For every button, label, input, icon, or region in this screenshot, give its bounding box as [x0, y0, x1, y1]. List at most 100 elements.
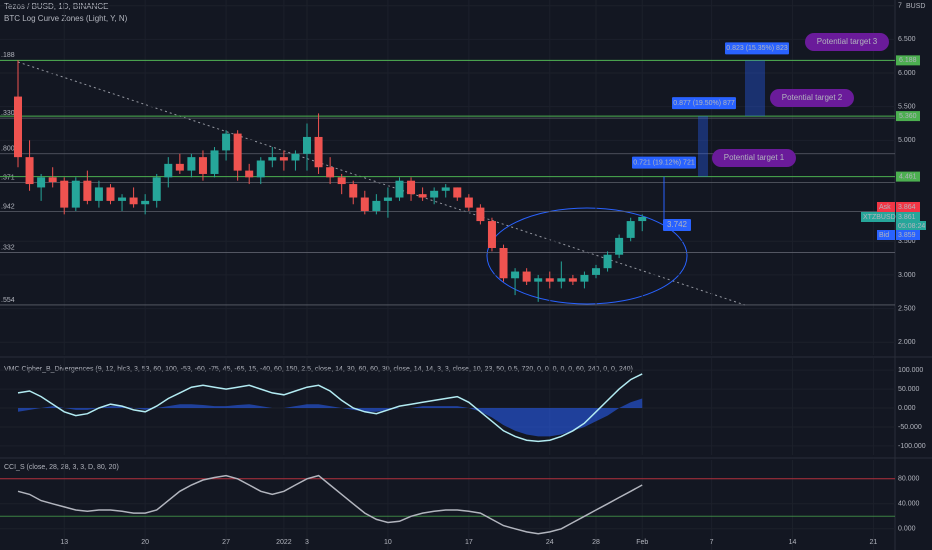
x-tick-label: 21: [870, 539, 878, 546]
target-bubble: [805, 33, 889, 51]
quote-name: Ask: [879, 204, 891, 211]
candle-body: [615, 237, 624, 255]
y-tick-label: 2.500: [898, 305, 916, 312]
chart-title: Tezos / BUSD, 1D, BINANCE: [4, 2, 108, 11]
candle-body: [14, 96, 22, 158]
level-badge: [896, 55, 920, 66]
x-tick-label: 28: [592, 539, 600, 546]
pattern-ellipse: [486, 207, 688, 305]
candle-body: [60, 180, 69, 208]
level-label: 5.360: [899, 113, 917, 120]
zone-label: .332: [1, 244, 15, 251]
x-tick-label: 20: [141, 539, 149, 546]
measure-label: 0.877 (19.50%) 877: [673, 100, 735, 107]
zone-label: .371: [1, 174, 15, 181]
y-tick-label: -50.000: [898, 424, 922, 431]
candle-body: [499, 247, 508, 279]
candle-body: [511, 271, 520, 279]
measure-box: [725, 42, 789, 55]
target-label: Potential target 2: [782, 93, 843, 102]
currency-label: BUSD: [906, 3, 925, 10]
candle-body: [106, 187, 115, 201]
candle-body: [314, 136, 323, 168]
candle-body: [545, 278, 554, 282]
alert-badge: [663, 218, 691, 231]
quote-value-badge: [896, 230, 920, 240]
target-bubble: [770, 89, 854, 107]
candle-body: [383, 197, 392, 201]
measure-label: 0.823 (15.35%) 823: [726, 45, 788, 52]
zone-label: .188: [1, 52, 15, 59]
candle-body: [303, 136, 311, 154]
x-tick-label: Feb: [636, 539, 648, 546]
candle-body: [222, 133, 231, 151]
quote-value: 3.864: [898, 204, 916, 211]
candle-body: [94, 187, 103, 201]
target-label: Potential target 1: [724, 153, 785, 162]
candle-body: [152, 177, 161, 201]
quote-value-badge: [896, 202, 920, 212]
quote-name: Bid: [879, 232, 889, 239]
measure-box: [632, 156, 696, 169]
candle-body: [291, 153, 300, 161]
candle-body: [129, 197, 138, 205]
candle-body: [372, 200, 381, 211]
candle-body: [164, 163, 173, 178]
candle-body: [268, 157, 277, 161]
candle-body: [187, 157, 196, 171]
candle-body: [441, 187, 450, 191]
zone-label: .554: [1, 297, 15, 304]
y-tick-label: 5.000: [898, 137, 916, 144]
alert-label: 3.742: [667, 220, 688, 229]
candle-body: [626, 221, 635, 238]
candle-body: [198, 157, 207, 174]
level-badge: [896, 171, 920, 182]
level-badge: [896, 111, 920, 122]
candle-body: [557, 278, 566, 282]
y-tick-label: 6.000: [898, 70, 916, 77]
x-tick-label: 14: [789, 539, 797, 546]
candle-body: [522, 271, 531, 282]
candle-body: [83, 180, 92, 201]
candle-body: [534, 278, 543, 282]
range-box: [698, 116, 708, 177]
x-tick-label: 24: [546, 539, 554, 546]
measure-label: 0.721 (19.12%) 721: [633, 159, 695, 166]
candle-body: [337, 177, 346, 185]
target-bubble: [712, 149, 796, 167]
candle-body: [37, 177, 46, 188]
quote-value: 3.859: [898, 232, 916, 239]
candle-body: [175, 163, 184, 171]
countdown: 05:08:24: [898, 223, 925, 230]
indicator-line: [17, 373, 643, 443]
indicator-area: [18, 398, 643, 437]
quote-badge: [877, 202, 895, 212]
candle-body: [464, 197, 473, 208]
candle-body: [430, 190, 439, 198]
level-label: 4.461: [899, 173, 917, 180]
candle-body: [48, 177, 57, 183]
candle-body: [349, 184, 358, 198]
quote-value: 3.861: [898, 214, 916, 221]
indicator-line: [17, 474, 643, 535]
indicator-title: CCI_S (close, 28, 28, 3, 3, D, 80, 20): [4, 464, 119, 471]
candle-body: [453, 187, 462, 198]
y-tick-label: 80.000: [898, 476, 920, 483]
candle-body: [118, 197, 127, 201]
candle-body: [245, 170, 254, 178]
y-tick-label: 7: [898, 3, 902, 10]
candle-body: [476, 207, 485, 222]
quote-badge: [861, 212, 895, 222]
candle-body: [395, 180, 404, 198]
candle-body: [233, 133, 242, 171]
x-tick-label: 17: [465, 539, 473, 546]
zone-label: .800: [1, 146, 15, 153]
candle-body: [326, 167, 335, 178]
y-tick-label: 0.000: [898, 526, 916, 533]
range-box: [745, 60, 765, 117]
y-tick-label: 2.000: [898, 339, 916, 346]
y-tick-label: 3.000: [898, 272, 916, 279]
candle-body: [25, 157, 34, 185]
zone-label: .330: [1, 110, 15, 117]
